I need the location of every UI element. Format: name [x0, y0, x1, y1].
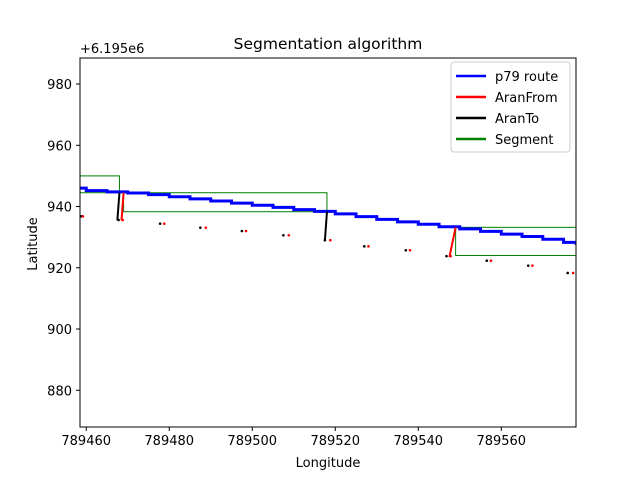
point-black-10	[445, 254, 448, 258]
point-black-12	[526, 264, 530, 267]
aran-from-line-1	[120, 192, 125, 221]
x-tick-label-6: 789560	[476, 434, 526, 449]
point-black-11	[485, 259, 489, 263]
y-tick-label-3: 920	[47, 262, 72, 277]
point-red-3	[162, 222, 166, 225]
plot-content	[80, 175, 576, 275]
point-black-8	[363, 245, 366, 248]
point-black-3	[158, 222, 162, 225]
y-offset-text: +6.195e6	[80, 42, 144, 57]
aran-to-line-2	[323, 211, 328, 241]
point-red-4	[204, 226, 208, 229]
point-red-1	[81, 215, 85, 218]
legend-label-4: Segment	[495, 133, 554, 148]
y-tick-label-5: 960	[47, 139, 72, 154]
y-axis: 880 900 920 940 960 980	[47, 78, 80, 399]
x-tick-label-4: 789520	[310, 434, 360, 449]
point-black-13	[566, 271, 569, 275]
legend-label-2: AranFrom	[495, 91, 558, 106]
chart-title: Segmentation algorithm	[234, 35, 423, 53]
point-black-6	[282, 234, 285, 237]
point-red-5	[244, 229, 248, 233]
x-axis: 789460 789480 789500 789520 789540 789560	[61, 427, 526, 449]
x-tick-label-3: 789500	[227, 434, 277, 449]
x-tick-label-2: 789480	[144, 434, 194, 449]
point-red-8	[367, 245, 370, 248]
legend-box	[450, 61, 571, 153]
aran-from-line-2	[448, 227, 457, 258]
y-tick-label-1: 880	[47, 384, 72, 399]
point-black-9	[404, 249, 408, 252]
point-red-11	[489, 259, 493, 263]
legend-label-1: p79 route	[495, 70, 558, 85]
point-red-9	[408, 249, 412, 252]
point-red-12	[531, 264, 534, 267]
axes-frame	[79, 57, 577, 428]
x-tick-label-5: 789540	[393, 434, 443, 449]
point-red-7	[328, 238, 332, 242]
y-tick-label-6: 980	[47, 78, 72, 93]
y-tick-label-2: 900	[47, 323, 72, 338]
point-red-6	[287, 234, 291, 237]
point-black-4	[199, 226, 202, 229]
x-axis-label: Longitude	[296, 456, 361, 471]
x-tick-label-1: 789460	[61, 434, 111, 449]
point-black-5	[240, 229, 244, 233]
point-red-13	[571, 271, 575, 275]
aran-to-line-1	[116, 192, 121, 221]
y-tick-label-4: 940	[47, 201, 72, 216]
segment-rect-1	[80, 175, 120, 194]
legend-label-3: AranTo	[495, 112, 539, 127]
y-axis-label: Latitude	[26, 217, 41, 271]
segment-rect-3	[455, 226, 576, 257]
legend: p79 route AranFrom AranTo Segment	[450, 61, 571, 153]
route-line	[80, 186, 576, 245]
plot-area	[80, 175, 576, 275]
